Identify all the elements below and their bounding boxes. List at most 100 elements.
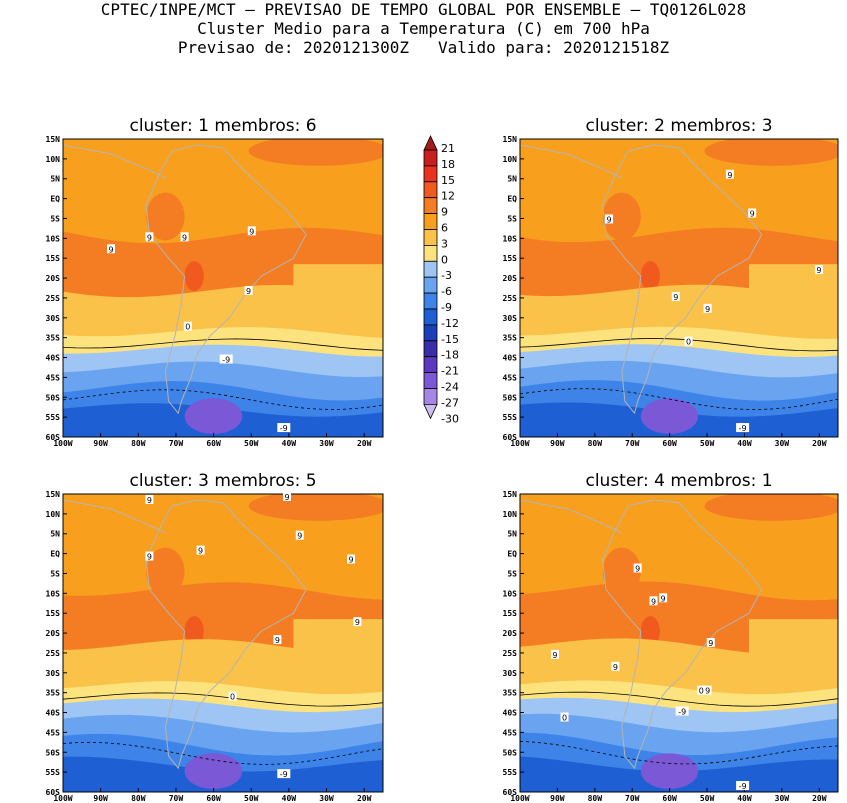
colorbar-label: -9: [441, 301, 452, 314]
contour-label-bg: [219, 354, 233, 364]
contour-label: 9: [275, 636, 280, 645]
lat-tick-label: EQ: [50, 550, 60, 559]
lat-tick-label: 5S: [50, 569, 60, 578]
contour-label: 9: [284, 493, 289, 502]
contour-label: 9: [147, 233, 152, 242]
lon-tick-label: 70W: [169, 794, 184, 803]
field-cold-core: [184, 398, 243, 435]
lon-tick-label: 100W: [510, 439, 529, 448]
colorbar-swatch: [423, 165, 438, 183]
field-patch-north: [704, 139, 838, 166]
contour-label: 0: [185, 323, 190, 332]
contour-label-bg: [703, 303, 712, 313]
lat-tick-label: 40S: [46, 709, 61, 718]
lat-tick-label: 60S: [46, 433, 61, 442]
map-panel-2: cluster: 2 membros: 3 15N 10N 5N EQ 5S 10S 15S 2…: [503, 116, 839, 448]
contour-label-bg: [196, 545, 205, 555]
colorbar-label: -18: [441, 349, 459, 362]
field-hot-core: [640, 261, 660, 291]
lon-tick-label: 40W: [282, 439, 297, 448]
map-panels: cluster: 1 membros: 6 15N 10N 5N EQ 5S 10S 15S 2…: [46, 116, 839, 803]
field-patch-north: [704, 494, 838, 521]
lat-tick-label: EQ: [50, 195, 60, 204]
contour-zero-line: [63, 338, 383, 351]
lat-tick-label: 60S: [503, 788, 518, 797]
contour-zero-line: [520, 691, 838, 707]
contour-label: 9: [705, 687, 710, 696]
colorbar-swatch: [423, 213, 438, 230]
lat-tick-label: 60S: [46, 788, 61, 797]
contour-label: 0: [562, 714, 567, 723]
lat-tick-label: 5S: [507, 569, 517, 578]
contour-label: 9: [348, 556, 353, 565]
contour-label-bg: [277, 769, 291, 779]
contour-label-bg: [814, 265, 823, 275]
contour-label: -9: [280, 424, 288, 433]
contour-label-bg: [244, 285, 253, 295]
lat-tick-label: 45S: [46, 728, 61, 737]
map-frame: [519, 493, 839, 793]
lat-tick-label: 45S: [46, 373, 61, 382]
colorbar-label: 3: [441, 237, 448, 250]
contour-label-bg: [283, 491, 291, 501]
contour-label-bg: [633, 563, 642, 573]
field-patch-amazon: [146, 192, 185, 241]
lat-tick-label: 15N: [46, 135, 61, 144]
lat-tick-label: 15S: [46, 609, 61, 618]
lon-tick-label: 90W: [93, 439, 108, 448]
field-band-yellow: [63, 681, 383, 716]
colorbar-top-arrow: [423, 135, 438, 151]
colorbar-swatch: [423, 229, 438, 246]
lat-tick-label: 10N: [503, 155, 518, 164]
lat-tick-label: EQ: [507, 550, 517, 559]
contour-label: 9: [249, 227, 254, 236]
lat-tick-label: 40S: [503, 354, 518, 363]
contour-label-bg: [736, 423, 750, 433]
lat-tick-label: 40S: [503, 709, 518, 718]
colorbar-swatch: [423, 292, 438, 310]
contour-label: -9: [739, 782, 747, 791]
south-america-outline: [145, 499, 307, 770]
lon-tick-label: 20W: [357, 794, 372, 803]
lat-tick-label: 5N: [50, 530, 60, 539]
lat-tick-label: 25S: [503, 649, 518, 658]
colorbar-swatch: [423, 197, 438, 214]
field-light-orange-east: [748, 264, 838, 342]
lon-tick-label: 80W: [588, 439, 603, 448]
colorbar-label: -27: [441, 396, 459, 409]
contour-label: 9: [552, 651, 557, 660]
contour-label: 9: [635, 565, 640, 574]
field-hot-core: [184, 616, 204, 646]
contour-label-bg: [659, 593, 668, 603]
contour-label-bg: [725, 169, 734, 179]
contour-label-bg: [295, 530, 304, 540]
field-cold-core: [184, 753, 243, 790]
contour-label: -9: [678, 708, 686, 717]
central-america-outline: [63, 499, 166, 534]
lat-tick-label: 35S: [503, 689, 518, 698]
lat-tick-label: 55S: [46, 413, 61, 422]
lon-tick-label: 50W: [244, 439, 259, 448]
lat-tick-label: 10S: [503, 589, 518, 598]
lat-tick-label: 40S: [46, 354, 61, 363]
colorbar-swatch: [423, 149, 438, 167]
lat-tick-label: 10S: [46, 589, 61, 598]
lon-tick-label: 60W: [206, 439, 221, 448]
lat-tick-label: 55S: [503, 768, 518, 777]
map-panel-3: cluster: 3 membros: 5 15N 10N 5N EQ 5S 10S 15S 2…: [46, 471, 384, 803]
lat-tick-label: 15S: [503, 254, 518, 263]
map-frame: [62, 493, 384, 793]
colorbar-label: 21: [441, 142, 455, 155]
lat-tick-label: 5N: [507, 530, 517, 539]
lat-tick-label: 15N: [503, 135, 518, 144]
temperature-field: [520, 494, 838, 792]
lat-tick-label: 5N: [50, 175, 60, 184]
map-panel-4: cluster: 4 membros: 1 15N 10N 5N EQ 5S 10S 15S 2…: [503, 471, 839, 803]
lat-tick-label: 35S: [503, 334, 518, 343]
lat-tick-label: 60S: [503, 433, 518, 442]
central-america-outline: [63, 144, 166, 179]
contour-label-bg: [706, 638, 715, 647]
south-america-outline: [145, 144, 307, 415]
contour-label: 9: [355, 618, 360, 627]
lat-tick-label: 55S: [46, 768, 61, 777]
